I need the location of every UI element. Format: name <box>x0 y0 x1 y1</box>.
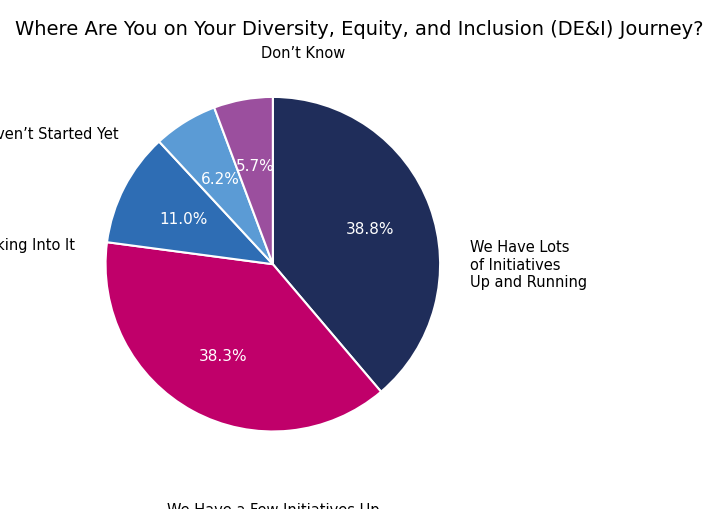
Text: 38.8%: 38.8% <box>346 221 394 237</box>
Text: We Haven’t Started Yet: We Haven’t Started Yet <box>0 127 119 142</box>
Text: We Have a Few Initiatives Up
and Running: We Have a Few Initiatives Up and Running <box>167 502 379 509</box>
Wedge shape <box>106 243 381 432</box>
Text: 11.0%: 11.0% <box>159 211 208 226</box>
Wedge shape <box>107 142 273 265</box>
Wedge shape <box>159 108 273 265</box>
Text: Don’t Know: Don’t Know <box>261 46 345 61</box>
Text: Where Are You on Your Diversity, Equity, and Inclusion (DE&I) Journey?: Where Are You on Your Diversity, Equity,… <box>15 20 703 39</box>
Text: 38.3%: 38.3% <box>199 348 248 363</box>
Text: 5.7%: 5.7% <box>236 159 274 174</box>
Wedge shape <box>273 98 440 392</box>
Wedge shape <box>214 98 273 265</box>
Text: 6.2%: 6.2% <box>201 172 240 187</box>
Text: We’re Looking Into It: We’re Looking Into It <box>0 237 75 252</box>
Text: We Have Lots
of Initiatives
Up and Running: We Have Lots of Initiatives Up and Runni… <box>470 240 587 290</box>
